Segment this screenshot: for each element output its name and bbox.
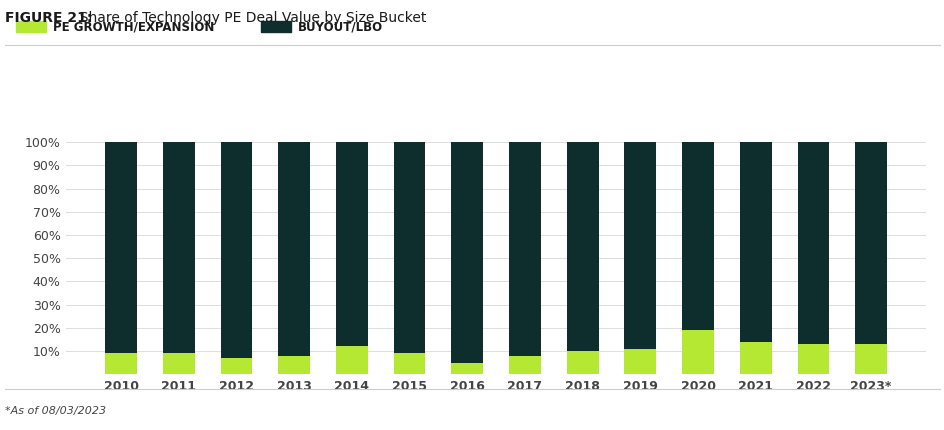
Bar [105,142,137,353]
Text: *As of 08/03/2023: *As of 08/03/2023 [5,405,106,416]
Legend: PE GROWTH/EXPANSION, BUYOUT/LBO: PE GROWTH/EXPANSION, BUYOUT/LBO [16,21,382,34]
Bar [509,356,540,374]
Bar [336,142,367,346]
Bar [682,142,713,330]
Bar [394,353,425,374]
Bar [278,356,310,374]
Text: Share of Technology PE Deal Value by Size Bucket: Share of Technology PE Deal Value by Siz… [71,11,426,25]
Bar [624,142,655,349]
Bar [105,353,137,374]
Bar [854,344,886,374]
Bar [336,346,367,374]
Bar [509,142,540,356]
Bar [566,142,598,351]
Bar [739,342,771,374]
Text: FIGURE 21:: FIGURE 21: [5,11,92,25]
Bar [451,142,482,362]
Bar [451,362,482,374]
Bar [624,349,655,374]
Bar [566,351,598,374]
Bar [394,142,425,353]
Bar [220,358,252,374]
Bar [854,142,886,344]
Bar [278,142,310,356]
Bar [682,330,713,374]
Bar [162,353,194,374]
Bar [220,142,252,358]
Bar [797,142,829,344]
Bar [739,142,771,342]
Bar [797,344,829,374]
Bar [162,142,194,353]
